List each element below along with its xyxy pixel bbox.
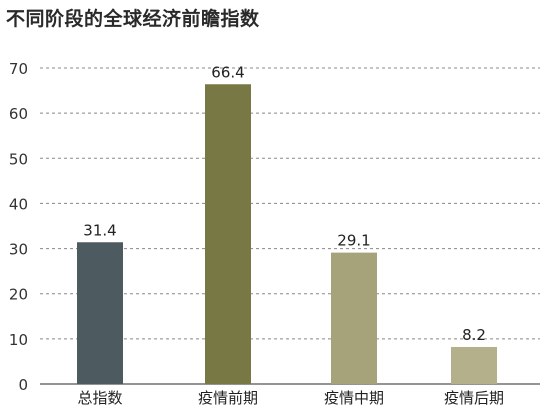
y-tick-label: 60 [9, 105, 28, 123]
data-label: 66.4 [211, 63, 244, 81]
bar [77, 242, 123, 384]
y-tick-label: 50 [9, 150, 28, 168]
y-tick-label: 30 [9, 241, 28, 259]
x-tick-label: 总指数 [77, 389, 122, 407]
x-tick-label: 疫情后期 [444, 389, 504, 407]
value-labels: 31.4 66.4 29.1 8.2 [83, 63, 486, 344]
x-axis-ticks: 总指数 疫情前期 疫情中期 疫情后期 [77, 389, 504, 407]
bars [77, 84, 497, 384]
y-tick-label: 20 [9, 286, 28, 304]
chart-title: 不同阶段的全球经济前瞻指数 [6, 8, 260, 30]
data-label: 31.4 [83, 221, 116, 239]
y-tick-label: 40 [9, 195, 28, 213]
bar [331, 252, 377, 384]
x-tick-label: 疫情中期 [324, 389, 384, 407]
data-label: 29.1 [337, 232, 370, 250]
bar [205, 84, 251, 384]
y-tick-label: 0 [18, 376, 28, 394]
x-tick-label: 疫情前期 [198, 389, 258, 407]
y-tick-label: 70 [9, 60, 28, 78]
data-label: 8.2 [462, 326, 486, 344]
bar [451, 346, 497, 384]
y-axis-ticks: 0 10 20 30 40 50 60 70 [9, 60, 28, 394]
y-tick-label: 10 [9, 331, 28, 349]
